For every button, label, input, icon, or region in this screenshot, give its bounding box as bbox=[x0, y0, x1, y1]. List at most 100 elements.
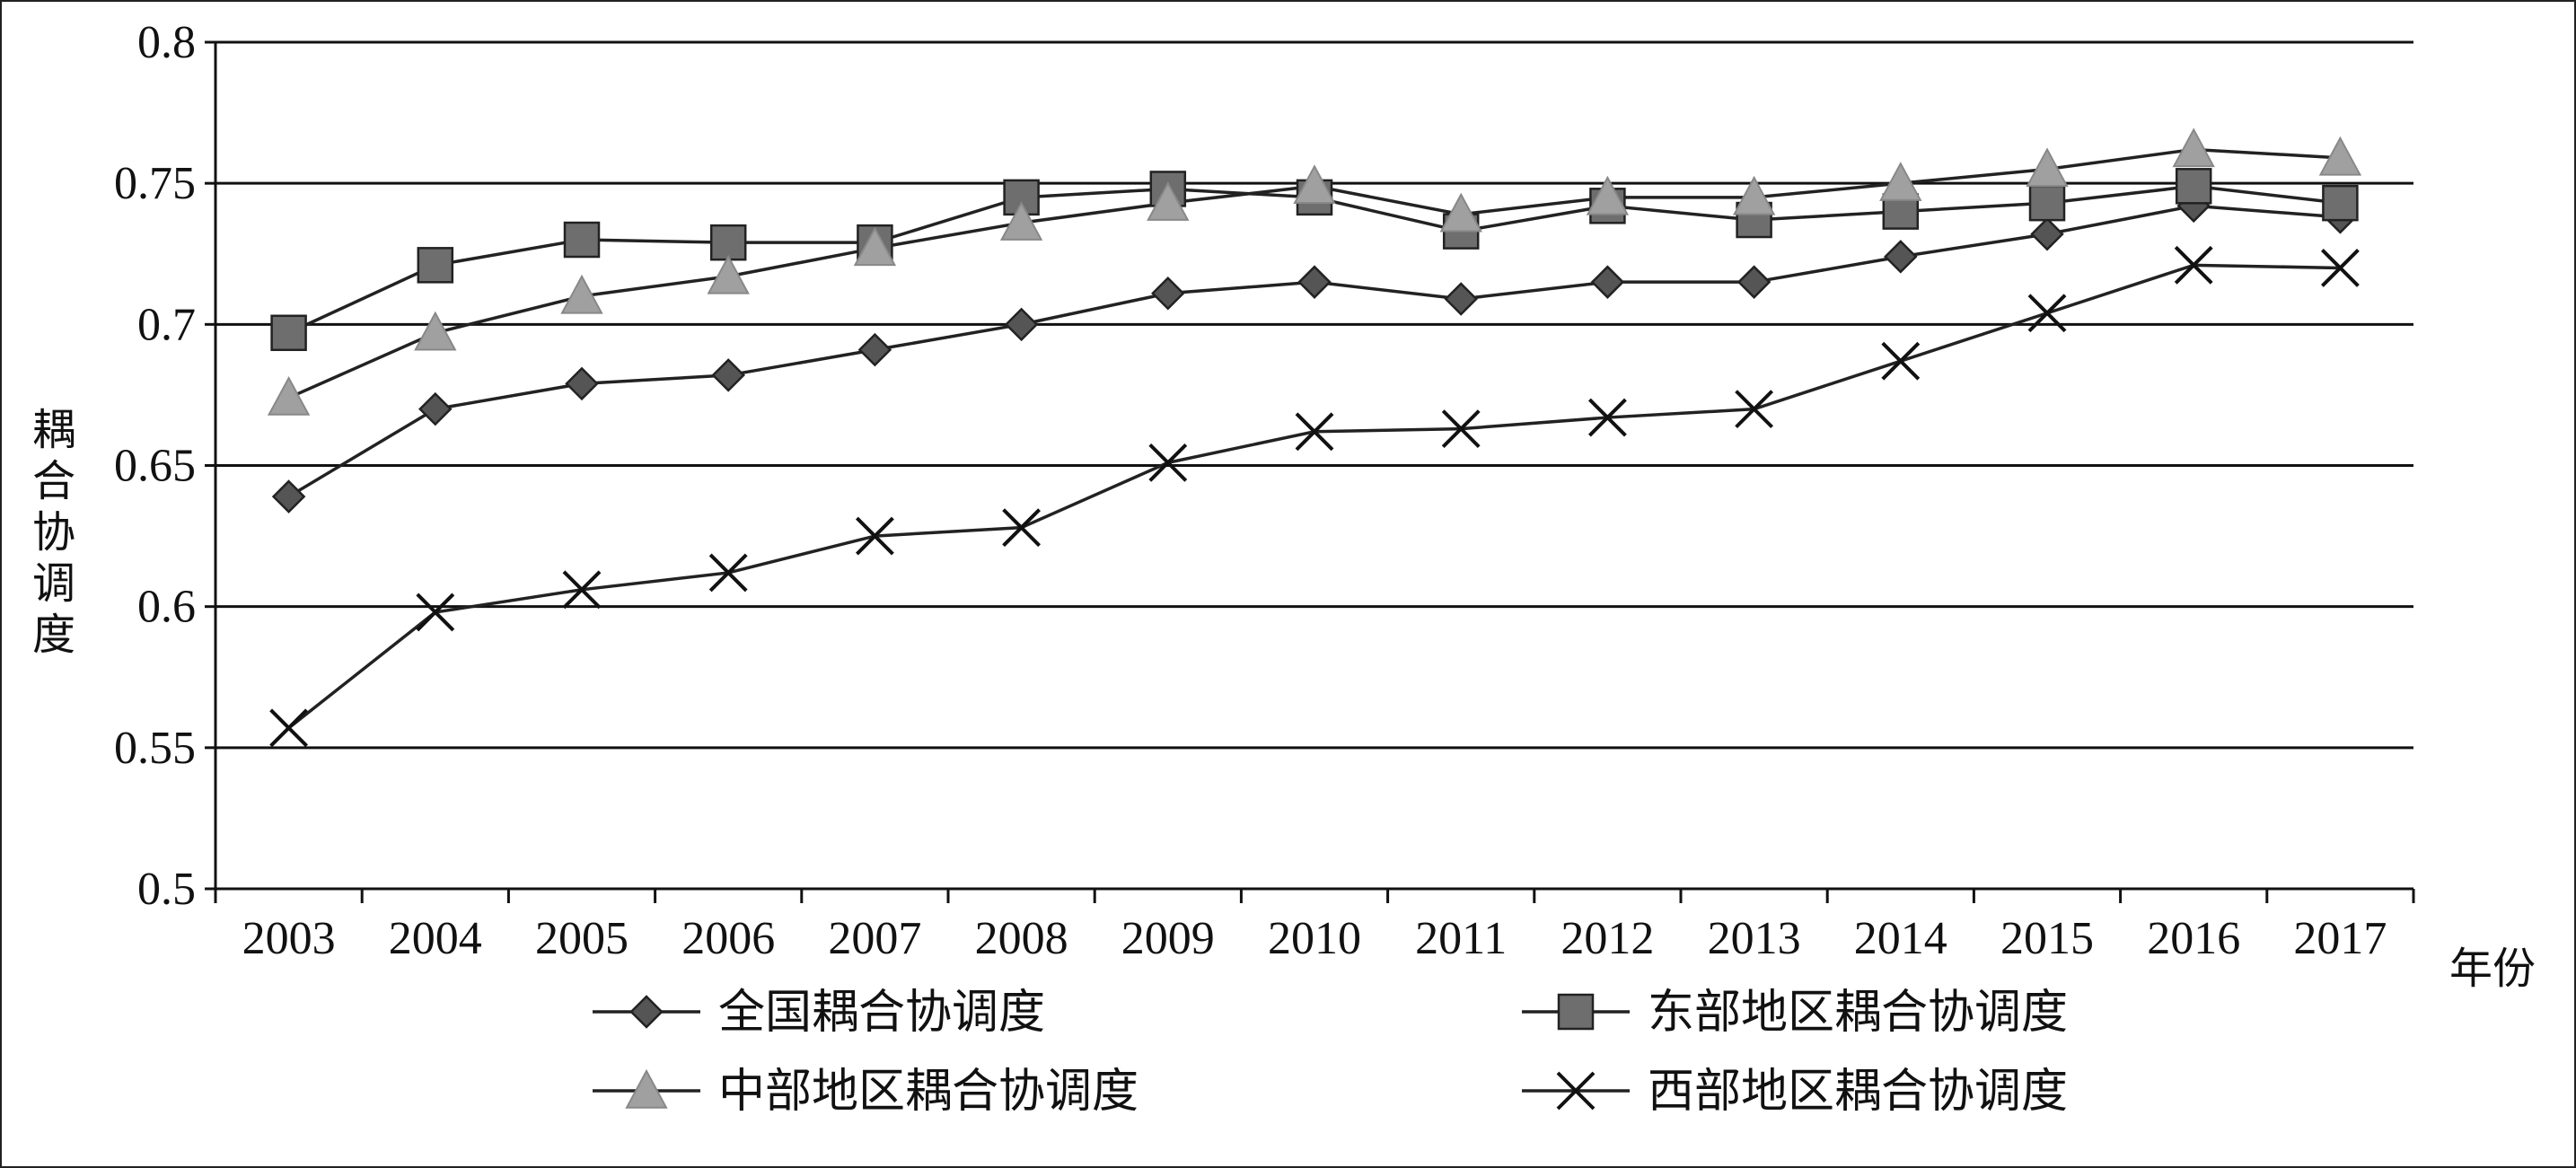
data-point-series-4 bbox=[1881, 341, 1921, 381]
legend-marker bbox=[1556, 1071, 1596, 1111]
x-marker-stroke bbox=[1881, 341, 1921, 381]
data-point-series-4 bbox=[269, 708, 309, 748]
data-point-series-3 bbox=[853, 226, 897, 267]
x-marker-stroke bbox=[562, 570, 602, 610]
data-point-series-4 bbox=[2320, 249, 2360, 287]
data-point-series-4 bbox=[1441, 409, 1481, 449]
x-marker-stroke bbox=[1148, 443, 1188, 482]
y-tick-label: 0.75 bbox=[114, 158, 196, 209]
data-point-series-2 bbox=[417, 247, 454, 284]
data-point-series-1 bbox=[271, 479, 306, 514]
x-tick-label: 2008 bbox=[975, 913, 1068, 964]
data-point-series-1 bbox=[1736, 265, 1772, 299]
data-point-series-1 bbox=[418, 391, 453, 426]
x-marker-stroke bbox=[2320, 249, 2360, 287]
x-tick-label: 2017 bbox=[2293, 913, 2387, 964]
y-tick-label: 0.6 bbox=[137, 582, 196, 633]
data-point-series-3 bbox=[1293, 164, 1336, 205]
legend-item-1: 全国耦合协调度 bbox=[593, 986, 1045, 1040]
data-point-series-3 bbox=[2026, 147, 2069, 188]
data-point-series-2 bbox=[270, 314, 307, 352]
data-point-series-4 bbox=[1735, 390, 1774, 429]
data-point-series-1 bbox=[857, 332, 892, 367]
y-tick-label: 0.7 bbox=[137, 299, 196, 350]
data-point-series-2 bbox=[2175, 168, 2212, 205]
x-tick-label: 2004 bbox=[389, 913, 482, 964]
data-point-series-3 bbox=[414, 311, 457, 351]
data-point-series-2 bbox=[2028, 184, 2066, 222]
x-tick-label: 2003 bbox=[242, 913, 336, 964]
x-marker-stroke bbox=[1002, 508, 1042, 548]
data-point-series-1 bbox=[1151, 276, 1185, 311]
data-point-series-4 bbox=[708, 553, 748, 593]
data-point-series-3 bbox=[560, 274, 603, 314]
data-point-series-1 bbox=[565, 366, 599, 401]
data-point-series-1 bbox=[711, 358, 745, 392]
x-tick-label: 2005 bbox=[535, 913, 629, 964]
data-point-series-2 bbox=[563, 221, 601, 259]
data-point-series-3 bbox=[2318, 136, 2362, 176]
data-point-series-3 bbox=[1879, 162, 1922, 201]
data-point-series-4 bbox=[1587, 398, 1627, 437]
x-marker-stroke bbox=[1735, 390, 1774, 429]
x-tick-label: 2010 bbox=[1268, 913, 1361, 964]
legend-item-3: 中部地区耦合协调度 bbox=[593, 1065, 1139, 1119]
x-marker-stroke bbox=[2027, 294, 2067, 333]
data-point-series-1 bbox=[1297, 265, 1332, 299]
data-point-series-3 bbox=[267, 375, 311, 416]
data-point-series-4 bbox=[1148, 443, 1188, 482]
x-tick-label: 2013 bbox=[1708, 913, 1801, 964]
legend-item-4: 西部地区耦合协调度 bbox=[1522, 1065, 2068, 1119]
data-point-series-3 bbox=[1586, 175, 1630, 215]
y-tick-label: 0.55 bbox=[114, 723, 196, 774]
x-tick-label: 2016 bbox=[2147, 913, 2240, 964]
legend-marker bbox=[629, 995, 664, 1029]
y-tick-label: 0.5 bbox=[137, 864, 196, 915]
data-point-series-4 bbox=[562, 570, 602, 610]
x-marker-stroke bbox=[1556, 1071, 1596, 1111]
data-point-series-4 bbox=[855, 516, 894, 556]
data-point-series-4 bbox=[2027, 294, 2067, 333]
x-tick-label: 2011 bbox=[1415, 913, 1507, 964]
legend-marker bbox=[1557, 993, 1595, 1031]
x-marker-stroke bbox=[1587, 398, 1627, 437]
series-markers bbox=[267, 127, 2362, 748]
x-marker-stroke bbox=[1441, 409, 1481, 449]
data-point-series-3 bbox=[1439, 192, 1482, 233]
x-tick-label: 2006 bbox=[681, 913, 775, 964]
x-tick-label: 2012 bbox=[1561, 913, 1654, 964]
data-point-series-1 bbox=[2030, 216, 2064, 251]
x-marker-stroke bbox=[2174, 245, 2213, 285]
x-tick-label: 2009 bbox=[1121, 913, 1215, 964]
axes bbox=[205, 40, 2415, 903]
data-point-series-1 bbox=[1590, 265, 1625, 299]
x-tick-label: 2015 bbox=[2000, 913, 2094, 964]
data-point-series-1 bbox=[1004, 307, 1039, 342]
data-point-series-4 bbox=[1295, 412, 1334, 452]
data-point-series-2 bbox=[709, 224, 747, 261]
x-tick-label: 2007 bbox=[828, 913, 921, 964]
y-tick-label: 0.8 bbox=[137, 17, 196, 68]
x-axis-title: 年份 bbox=[2449, 944, 2536, 994]
legend-label: 西部地区耦合协调度 bbox=[1648, 1065, 2068, 1119]
data-point-series-3 bbox=[1147, 181, 1190, 221]
legend-label: 东部地区耦合协调度 bbox=[1648, 986, 2068, 1040]
x-marker-stroke bbox=[416, 593, 455, 632]
legend-label: 中部地区耦合协调度 bbox=[718, 1065, 1139, 1119]
x-marker-stroke bbox=[855, 516, 894, 556]
data-point-series-3 bbox=[2172, 127, 2215, 168]
x-marker-stroke bbox=[269, 708, 309, 748]
data-point-series-1 bbox=[1444, 282, 1478, 316]
data-point-series-4 bbox=[2174, 245, 2213, 285]
y-axis-title: 耦合协调度 bbox=[32, 405, 75, 660]
x-tick-label: 2014 bbox=[1854, 913, 1947, 964]
x-marker-stroke bbox=[708, 553, 748, 593]
data-point-series-3 bbox=[999, 201, 1043, 241]
axis-labels: 0.5 0.55 0.6 0.65 0.7 0.75 0.8 2003 2004 2005 2006… bbox=[32, 17, 2536, 994]
data-point-series-3 bbox=[707, 254, 750, 294]
legend-item-2: 东部地区耦合协调度 bbox=[1522, 986, 2068, 1040]
x-marker-stroke bbox=[1295, 412, 1334, 452]
